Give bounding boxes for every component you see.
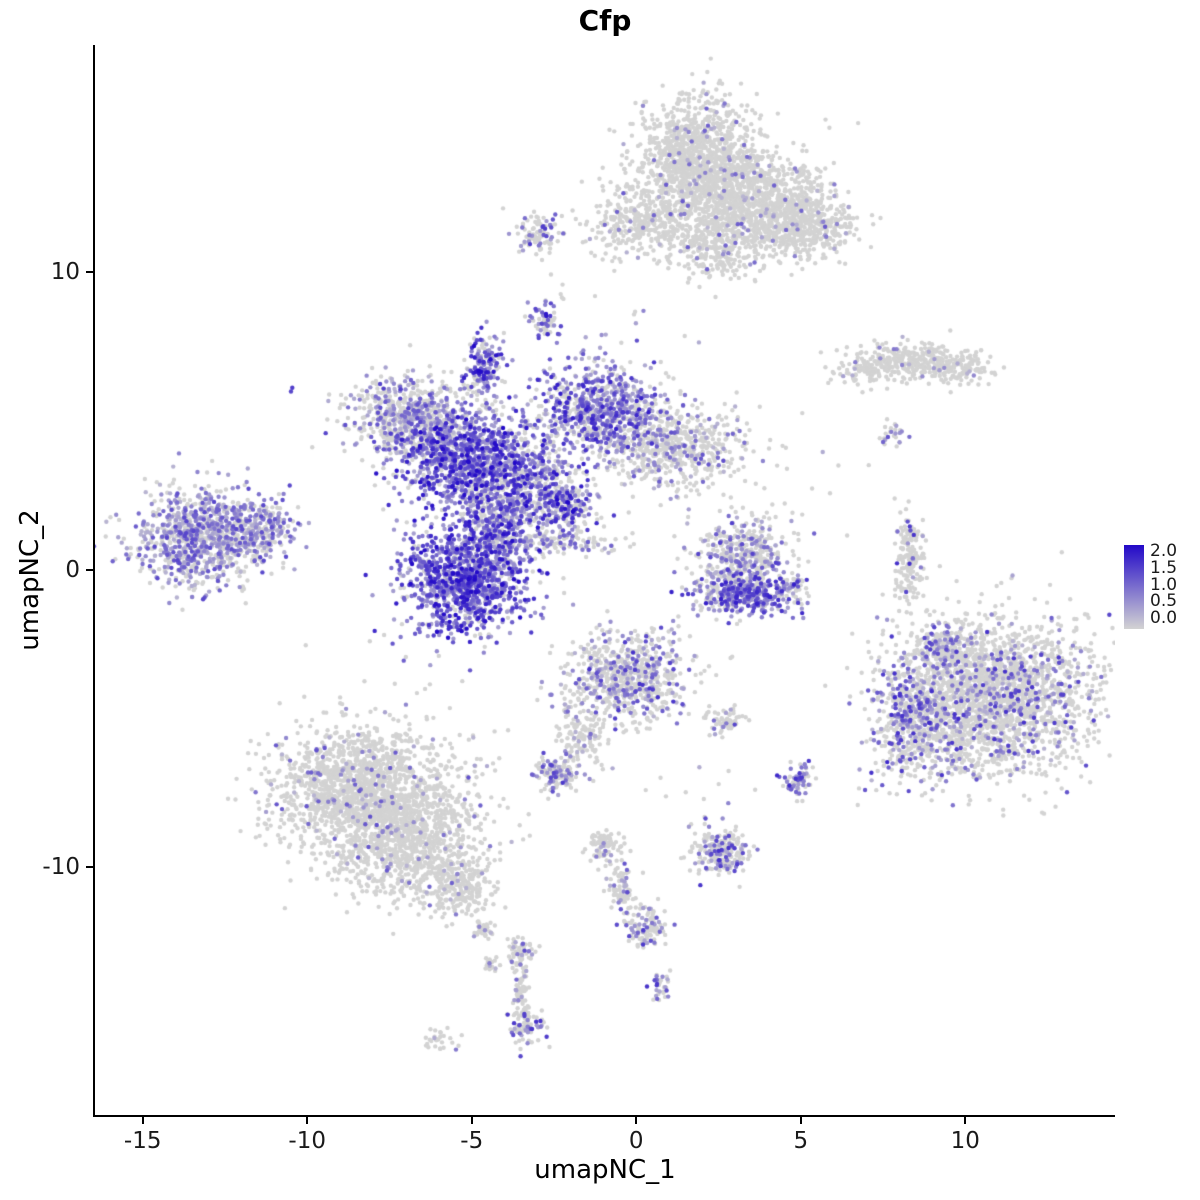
x-tick [141,1117,144,1124]
y-tick-label: -10 [42,853,80,880]
x-tick [470,1117,473,1124]
x-tick-label: -5 [460,1128,484,1154]
legend-tick-label: 1.0 [1150,574,1178,595]
chart-title: Cfp [578,4,632,37]
umap-scatter-canvas [95,45,1115,1115]
x-tick [964,1117,967,1124]
legend-tick-label: 2.0 [1150,541,1178,561]
y-tick [86,271,93,274]
x-tick-label: 5 [793,1128,809,1154]
x-tick-label: -15 [123,1128,162,1154]
y-axis-title: umapNC_2 [15,509,45,651]
legend: 2.0 1.5 1.0 0.5 0.0 [1124,543,1200,638]
x-axis-title: umapNC_1 [534,1155,676,1185]
legend-tick-label: 0.0 [1150,608,1178,629]
y-tick-label: 0 [65,556,80,583]
legend-gradient-bar [1124,545,1144,629]
x-tick-label: 0 [628,1128,644,1154]
legend-labels: 2.0 1.5 1.0 0.5 0.0 [1150,543,1177,627]
y-axis-line [93,45,95,1117]
legend-tick-label: 1.5 [1150,557,1178,578]
y-tick [86,568,93,571]
y-tick-label: 10 [50,259,80,286]
y-tick [86,865,93,868]
legend-tick-label: 0.5 [1150,591,1178,612]
x-tick [306,1117,309,1124]
x-tick [635,1117,638,1124]
x-axis-line [93,1115,1115,1117]
x-tick [799,1117,802,1124]
x-tick-label: -10 [288,1128,326,1154]
x-tick-label: 10 [950,1128,980,1154]
